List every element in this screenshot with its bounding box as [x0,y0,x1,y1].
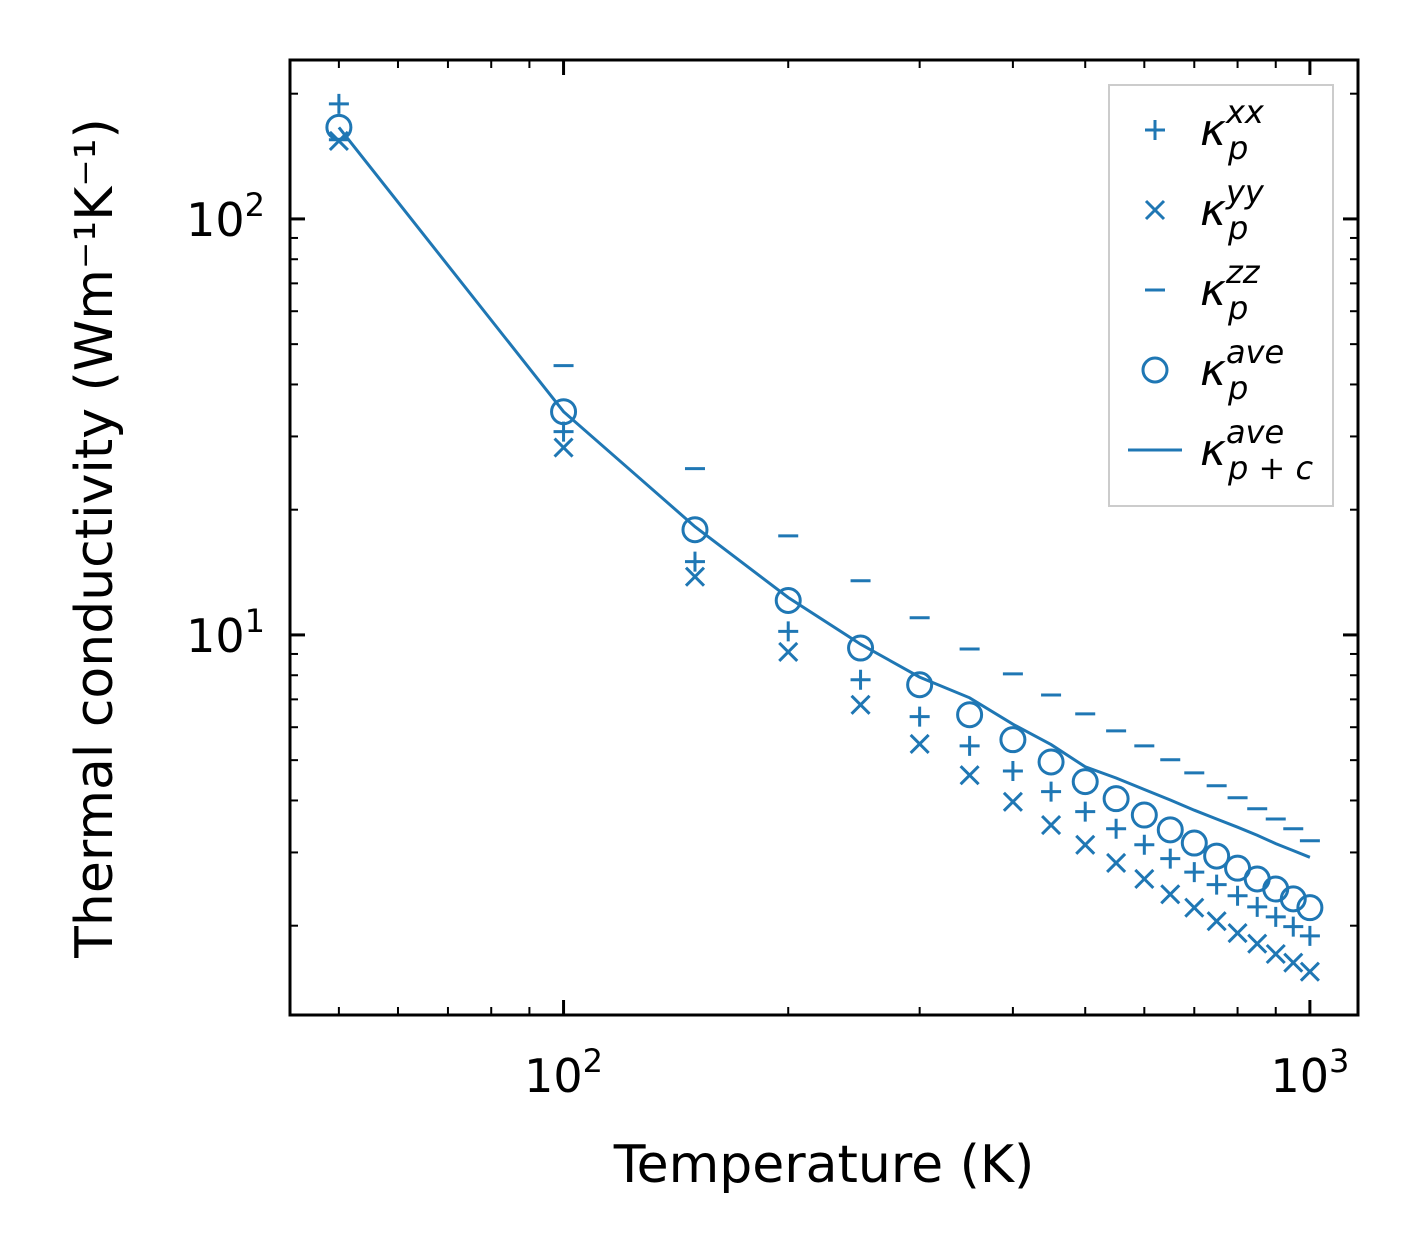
legend-marker-circle [1141,356,1169,384]
data-point-kappa_p^ave [1156,816,1184,844]
y-tick-label: 102 [186,186,265,247]
legend-marker-plus [1145,120,1165,140]
plot-marks [325,93,1324,982]
data-point-kappa_p^yy [850,694,871,715]
data-point-kappa_p^ave [1296,894,1324,922]
legend-label-sub: p [1227,129,1248,167]
data-point-kappa_p^xx [850,669,871,690]
x-tick-base: 10 [1270,1049,1329,1103]
data-point-kappa_p^ave [325,113,353,141]
legend-label-base: κ [1200,345,1226,396]
data-point-kappa_p^xx [1206,874,1227,895]
data-point-kappa_p^xx [1283,916,1304,937]
data-point-kappa_p^ave [550,398,578,426]
data-point-kappa_p^yy [959,765,980,786]
data-point-kappa_p^yy [909,733,930,754]
data-point-kappa_p^yy [1299,961,1320,982]
legend-label-sup: ave [1226,333,1284,371]
data-point-kappa_p^ave [681,516,709,544]
legend-marker-x [1144,199,1166,221]
legend-frame [1108,84,1334,507]
data-point-kappa_p^yy [1265,943,1286,965]
x-tick-label: 102 [524,1042,603,1103]
legend-label: κzz p [1200,253,1261,327]
data-point-kappa_p^yy [1134,868,1155,890]
y-tick-base: 10 [186,193,245,247]
data-point-kappa_p^yy [1075,834,1096,855]
y-tick-base: 10 [186,609,245,663]
legend-label-sub: p [1227,209,1248,247]
data-point-kappa_p^ave [1279,885,1307,913]
data-point-kappa_p^xx [1160,848,1181,869]
data-point-kappa_p^yy [1106,852,1127,874]
y-tick-exponent: 2 [245,186,265,224]
data-point-kappa_p^xx [1106,818,1127,839]
data-point-kappa_p^ave [999,726,1027,754]
legend-label-base: κ [1200,105,1226,156]
legend-label-base: κ [1200,185,1226,236]
data-point-kappa_p^xx [1247,896,1268,917]
data-point-kappa_p^ave [847,634,875,662]
legend-label-sub: p + c [1227,449,1313,487]
data-point-kappa_p^yy [1041,815,1062,836]
data-point-kappa_p^ave [1037,748,1065,776]
data-point-kappa_p^xx [1075,801,1096,822]
data-point-kappa_p^ave [1071,768,1099,796]
data-point-kappa_p^ave [956,701,984,729]
legend-label: κxx p [1200,93,1265,167]
legend-label: κave p [1200,333,1284,407]
y-tick-label: 101 [186,602,265,663]
legend-label-base: κ [1200,425,1226,476]
data-point-kappa_p^yy [1002,791,1023,812]
legend-label-sub: p [1227,289,1248,327]
legend-label: κave p + c [1200,413,1313,487]
data-point-kappa_p^ave [906,671,934,699]
data-point-kappa_p^yy [1206,911,1227,932]
data-point-kappa_p^yy [778,641,799,663]
series-line-kappa_p+c^ave [337,126,1311,859]
data-point-kappa_p^xx [1299,925,1320,946]
x-tick-base: 10 [524,1049,583,1103]
x-tick-label: 103 [1270,1042,1349,1103]
data-point-kappa_p^xx [1041,781,1062,802]
x-axis-label: Temperature (K) [613,1135,1035,1195]
plot-frame [288,58,1360,1017]
data-point-kappa_p^yy [1184,897,1205,918]
data-point-kappa_p^xx [909,706,930,727]
data-point-kappa_p^xx [1227,885,1248,906]
data-point-kappa_p^xx [684,551,705,572]
legend-label-sub: p [1227,369,1248,407]
legend-label-sup: ave [1226,413,1284,451]
data-point-kappa_p^xx [959,735,980,756]
data-point-kappa_p^xx [1134,834,1155,855]
legend-label: κyy p [1200,173,1265,247]
data-point-kappa_p^yy [553,437,574,458]
data-point-kappa_p^yy [1283,952,1304,973]
data-point-kappa_p^ave [1180,829,1208,857]
data-point-kappa_p^xx [1184,862,1205,883]
data-point-kappa_p^ave [1203,842,1231,870]
data-point-kappa_p^ave [774,586,802,614]
y-tick-exponent: 1 [245,602,265,640]
legend-label-sup: zz [1225,253,1261,291]
data-point-kappa_p^yy [1227,923,1248,944]
data-point-kappa_p^xx [1002,760,1023,781]
data-point-kappa_p^yy [1247,933,1268,954]
x-tick-exponent: 2 [583,1042,603,1080]
data-point-kappa_p^xx [328,93,349,114]
y-axis-label: Thermal conductivity (Wm⁻¹K⁻¹) [65,118,125,959]
legend-label-sup: yy [1225,173,1265,211]
data-point-kappa_p^ave [1102,785,1130,813]
data-point-kappa_p^yy [684,566,706,587]
data-point-kappa_p^xx [1265,906,1286,927]
legend-label-base: κ [1200,265,1226,316]
x-tick-exponent: 3 [1329,1042,1349,1080]
data-point-kappa_p^ave [1130,801,1158,829]
data-point-kappa_p^xx [778,621,799,642]
data-point-kappa_p^yy [1160,884,1181,905]
legend-label-sup: xx [1225,93,1265,131]
